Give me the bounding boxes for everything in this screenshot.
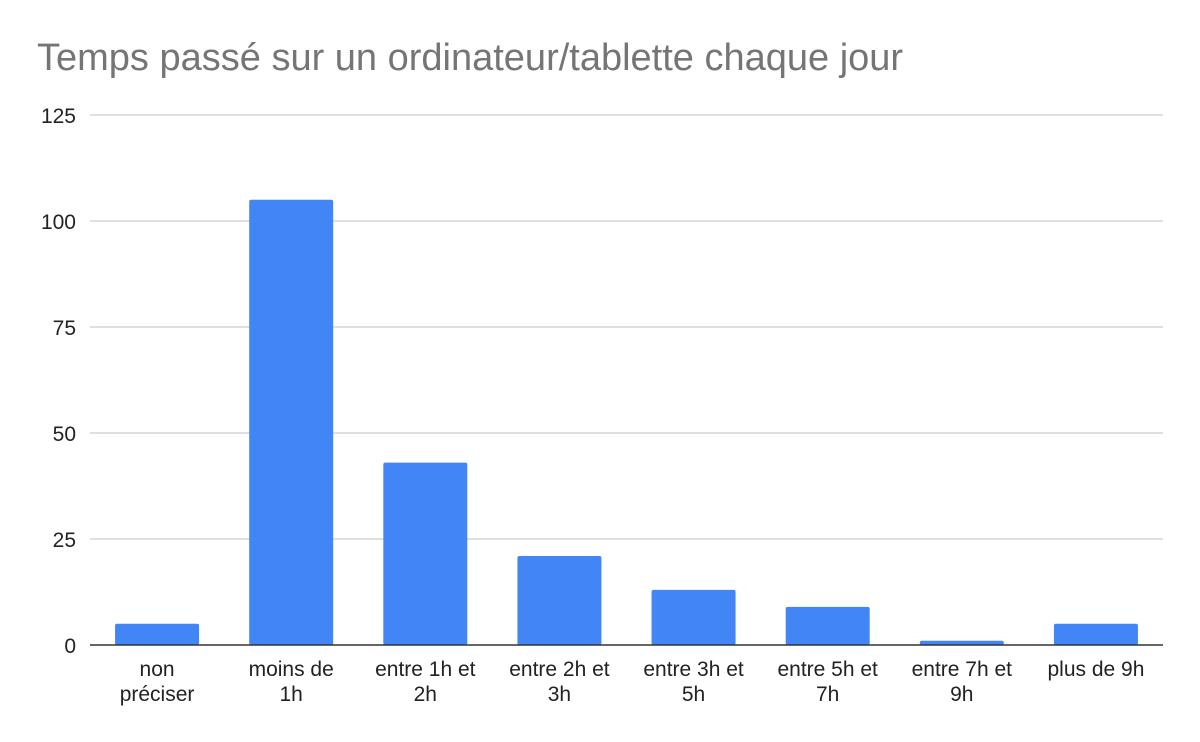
- bar: [651, 589, 736, 645]
- x-tick-label-line: plus de 9h: [1047, 658, 1144, 681]
- x-tick-label-line: entre 5h et: [777, 658, 878, 681]
- y-tick-label: 75: [53, 317, 76, 340]
- x-tick-label: entre 5h et 7h: [777, 658, 878, 706]
- y-axis-ticks: 0 25 50 75 100 125: [41, 105, 76, 658]
- x-tick-label: plus de 9h: [1047, 658, 1144, 681]
- x-tick-label: entre 3h et 5h: [643, 658, 744, 706]
- y-tick-label: 125: [41, 105, 76, 128]
- x-tick-label-line: 2h: [414, 683, 437, 706]
- x-tick-label-line: entre 1h et: [375, 658, 476, 681]
- x-tick-label-line: 5h: [682, 683, 705, 706]
- x-tick-label: entre 2h et 3h: [509, 658, 610, 706]
- bar: [919, 640, 1004, 645]
- x-tick-label-line: moins de: [249, 658, 334, 681]
- x-tick-label-line: 7h: [816, 683, 839, 706]
- bars: [115, 199, 1138, 646]
- bar: [249, 199, 334, 646]
- x-tick-label-line: 3h: [548, 683, 571, 706]
- x-tick-label-line: entre 2h et: [509, 658, 610, 681]
- y-tick-label: 25: [53, 529, 76, 552]
- bar: [115, 623, 200, 645]
- bar: [1053, 623, 1138, 645]
- chart-title: Temps passé sur un ordinateur/tablette c…: [37, 37, 903, 79]
- y-tick-label: 0: [64, 635, 76, 658]
- x-tick-label: entre 7h et 9h: [912, 658, 1013, 706]
- bar: [517, 555, 602, 645]
- x-tick-label-line: entre 7h et: [912, 658, 1013, 681]
- y-tick-label: 50: [53, 423, 76, 446]
- y-tick-label: 100: [41, 211, 76, 234]
- x-tick-label-line: préciser: [120, 683, 195, 706]
- x-tick-label-line: 1h: [280, 683, 303, 706]
- x-tick-label-line: 9h: [950, 683, 973, 706]
- bar: [383, 462, 468, 645]
- x-tick-label: entre 1h et 2h: [375, 658, 476, 706]
- x-tick-label: non préciser: [120, 658, 195, 706]
- x-tick-label: moins de 1h: [249, 658, 334, 706]
- bar: [785, 606, 870, 645]
- x-tick-label-line: entre 3h et: [643, 658, 744, 681]
- x-tick-label-line: non: [140, 658, 175, 681]
